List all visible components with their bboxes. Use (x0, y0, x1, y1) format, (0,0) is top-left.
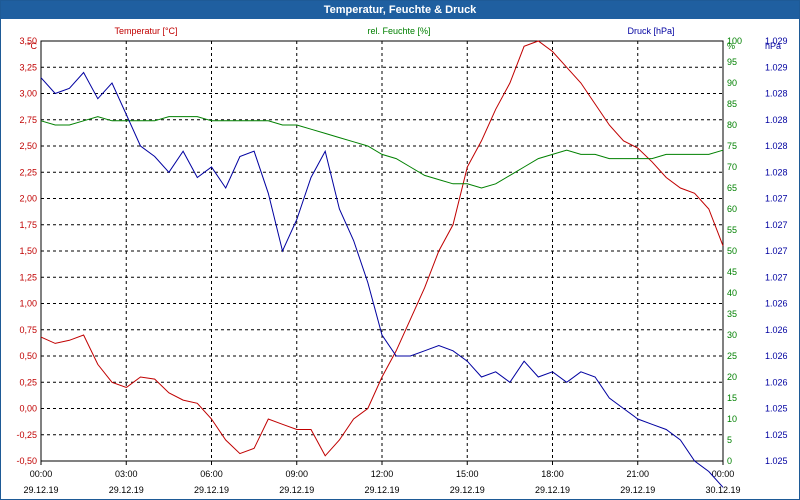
y-tick-humidity: 65 (727, 183, 737, 193)
y-tick-humidity: 20 (727, 372, 737, 382)
series-line-humidity (40, 116, 724, 189)
y-axis-humidity-unit: % (727, 41, 735, 51)
y-tick-left: -0,25 (16, 430, 37, 440)
y-tick-right: 1.027 (765, 272, 788, 282)
y-tick-humidity: 85 (727, 99, 737, 109)
x-tick-date: 29.12.19 (535, 485, 570, 495)
series-line-left (40, 40, 724, 457)
y-tick-humidity: 95 (727, 57, 737, 67)
y-tick-right: 1.027 (765, 246, 788, 256)
y-axis-left-unit: °C (27, 41, 38, 51)
y-tick-humidity: 100 (727, 36, 742, 46)
y-tick-humidity: 15 (727, 393, 737, 403)
y-tick-humidity: 50 (727, 246, 737, 256)
y-tick-left: 0,50 (19, 351, 37, 361)
y-tick-right: 1.025 (765, 404, 788, 414)
y-tick-left: -0,50 (16, 456, 37, 466)
x-tick-time: 03:00 (115, 469, 138, 479)
window-title: Temperatur, Feuchte & Druck (1, 1, 799, 19)
y-tick-right: 1.026 (765, 377, 788, 387)
y-tick-right: 1.026 (765, 299, 788, 309)
x-tick-date: 29.12.19 (23, 485, 58, 495)
y-tick-humidity: 80 (727, 120, 737, 130)
y-tick-humidity: 75 (727, 141, 737, 151)
y-tick-humidity: 60 (727, 204, 737, 214)
x-tick-time: 12:00 (371, 469, 394, 479)
y-tick-humidity: 55 (727, 225, 737, 235)
y-tick-right: 1.029 (765, 36, 788, 46)
y-tick-right: 1.028 (765, 115, 788, 125)
y-tick-left: 0,25 (19, 377, 37, 387)
y-tick-right: 1.026 (765, 325, 788, 335)
legend-humidity: rel. Feuchte [%] (367, 26, 430, 36)
y-tick-left: 2,50 (19, 141, 37, 151)
y-tick-humidity: 25 (727, 351, 737, 361)
y-tick-right: 1.029 (765, 62, 788, 72)
y-tick-left: 1,75 (19, 220, 37, 230)
x-tick-time: 21:00 (626, 469, 649, 479)
x-tick-time: 18:00 (541, 469, 564, 479)
series-line-right (40, 71, 724, 488)
legend-left: Temperatur [°C] (114, 26, 177, 36)
x-tick-date: 29.12.19 (364, 485, 399, 495)
legend-right: Druck [hPa] (627, 26, 674, 36)
y-tick-left: 2,00 (19, 194, 37, 204)
y-axis-right-unit: hPa (765, 41, 781, 51)
y-tick-humidity: 70 (727, 162, 737, 172)
x-tick-date: 29.12.19 (109, 485, 144, 495)
y-tick-left: 1,00 (19, 299, 37, 309)
y-tick-humidity: 35 (727, 309, 737, 319)
y-tick-right: 1.028 (765, 141, 788, 151)
x-tick-time: 09:00 (285, 469, 308, 479)
y-tick-right: 1.026 (765, 351, 788, 361)
y-tick-right: 1.025 (765, 430, 788, 440)
y-tick-humidity: 0 (727, 456, 732, 466)
y-tick-left: 0,75 (19, 325, 37, 335)
x-tick-time: 06:00 (200, 469, 223, 479)
y-tick-left: 2,25 (19, 167, 37, 177)
y-tick-humidity: 40 (727, 288, 737, 298)
x-tick-date: 29.12.19 (620, 485, 655, 495)
x-tick-time: 00:00 (30, 469, 53, 479)
y-tick-left: 3,25 (19, 62, 37, 72)
y-tick-left: 0,00 (19, 404, 37, 414)
y-tick-humidity: 45 (727, 267, 737, 277)
x-tick-date: 29.12.19 (194, 485, 229, 495)
y-tick-left: 2,75 (19, 115, 37, 125)
y-tick-humidity: 10 (727, 414, 737, 424)
y-tick-left: 3,00 (19, 89, 37, 99)
y-tick-left: 1,50 (19, 246, 37, 256)
y-tick-right: 1.028 (765, 89, 788, 99)
y-tick-right: 1.028 (765, 167, 788, 177)
y-tick-right: 1.027 (765, 194, 788, 204)
y-tick-humidity: 90 (727, 78, 737, 88)
x-tick-date: 30.12.19 (705, 485, 740, 495)
y-tick-left: 1,25 (19, 272, 37, 282)
y-tick-humidity: 5 (727, 435, 732, 445)
y-tick-right: 1.027 (765, 220, 788, 230)
x-tick-time: 15:00 (456, 469, 479, 479)
x-tick-date: 29.12.19 (279, 485, 314, 495)
y-tick-humidity: 30 (727, 330, 737, 340)
y-tick-right: 1.025 (765, 456, 788, 466)
x-tick-time: 00:00 (712, 469, 735, 479)
x-tick-date: 29.12.19 (450, 485, 485, 495)
y-tick-left: 3,50 (19, 36, 37, 46)
